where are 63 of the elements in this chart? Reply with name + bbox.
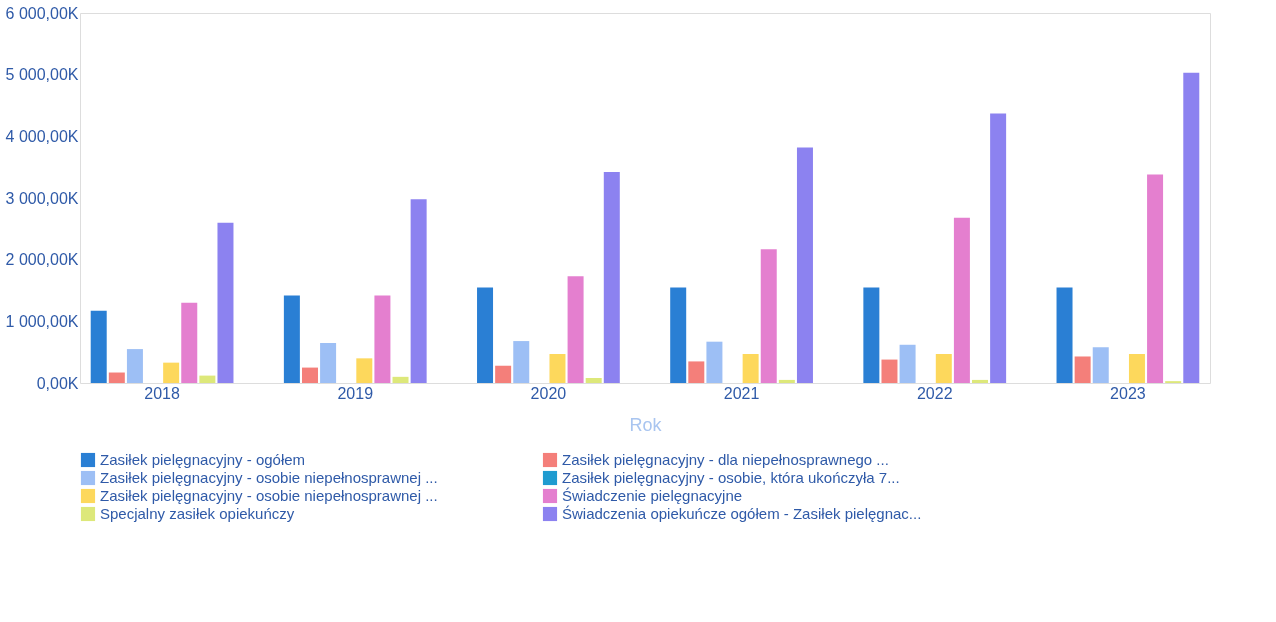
y-tick-label: 5 000,00K [5, 66, 79, 84]
bar [90, 310, 107, 383]
x-tick-label: 2023 [1110, 384, 1146, 402]
bar [126, 349, 143, 383]
bar [392, 376, 409, 383]
bar [374, 295, 391, 383]
x-tick-label: 2022 [916, 384, 953, 402]
legend-label: Zasiłek pielęgnacyjny - osobie niepełnosprawnej ... [100, 469, 438, 486]
bar [163, 362, 180, 383]
x-tick-label: 2021 [723, 384, 760, 402]
bar [935, 354, 952, 383]
x-axis-title: Rok [629, 414, 663, 435]
bar [199, 375, 216, 383]
y-tick-label: 1 000,00K [5, 312, 79, 330]
bar [863, 287, 880, 383]
bar [972, 379, 989, 383]
bar [1147, 174, 1164, 383]
x-tick-label: 2020 [530, 384, 567, 402]
bar [1092, 347, 1109, 383]
bar [108, 372, 125, 383]
bar [181, 302, 198, 383]
bar [301, 367, 318, 383]
y-tick-label: 0,00K [36, 374, 79, 392]
legend-label: Zasiłek pielęgnacyjny - osobie, która ukończyła 7... [562, 469, 900, 486]
bar [217, 222, 234, 383]
bar [760, 249, 777, 383]
bar [410, 199, 427, 383]
bar [567, 276, 584, 383]
bar [778, 379, 795, 383]
bar [796, 147, 813, 383]
bar [320, 342, 337, 383]
y-tick-label: 6 000,00K [5, 4, 79, 22]
legend-label: Zasiłek pielęgnacyjny - osobie niepełnosprawnej ... [100, 487, 438, 504]
bar [1074, 356, 1091, 383]
bar [953, 217, 970, 383]
bar [283, 295, 300, 383]
bar [585, 378, 602, 383]
legend-label: Specjalny zasiłek opiekuńczy [100, 505, 295, 522]
y-tick-label: 2 000,00K [5, 251, 79, 269]
bar [549, 354, 566, 383]
bar [742, 354, 759, 383]
bar [477, 287, 494, 383]
bar [1056, 287, 1073, 383]
bar [1128, 354, 1145, 383]
bar [706, 341, 723, 383]
y-tick-label: 4 000,00K [5, 127, 79, 145]
bar [688, 361, 705, 383]
legend-label: Zasiłek pielęgnacyjny - dla niepełnosprawnego ... [562, 451, 889, 468]
legend-label: Świadczenie pielęgnacyjne [562, 487, 743, 504]
x-tick-label: 2018 [144, 384, 180, 402]
bar [1183, 72, 1200, 383]
bar [603, 172, 620, 383]
bar [356, 358, 373, 383]
bar [899, 344, 916, 383]
x-tick-label: 2019 [337, 384, 374, 402]
bar [513, 341, 530, 383]
bar [990, 113, 1007, 383]
bar [881, 359, 898, 383]
legend-label: Zasiłek pielęgnacyjny - ogółem [100, 451, 306, 468]
legend-label: Świadczenia opiekuńcze ogółem - Zasiłek pielęgnac... [562, 505, 922, 522]
bar [495, 365, 512, 383]
y-tick-label: 3 000,00K [5, 189, 79, 207]
bar [670, 287, 687, 383]
